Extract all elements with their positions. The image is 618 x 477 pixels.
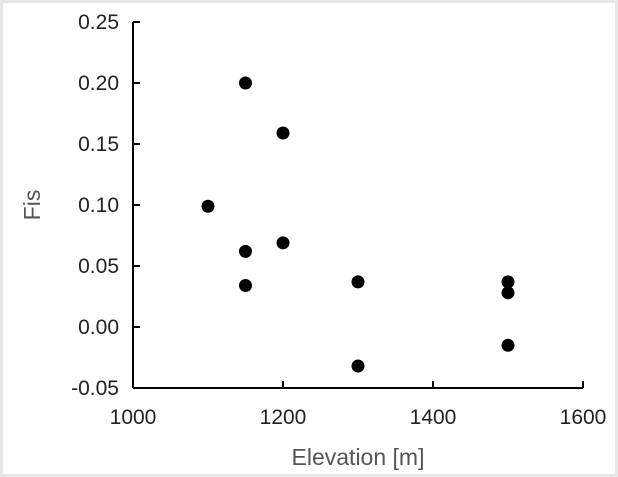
y-tick-label: 0.05 xyxy=(78,255,119,278)
axes xyxy=(132,22,583,389)
data-point xyxy=(501,275,515,289)
y-axis-title: Fis xyxy=(19,190,45,221)
y-tick-label: 0.25 xyxy=(78,11,119,34)
data-point xyxy=(501,338,515,352)
x-tick-label: 1200 xyxy=(260,406,307,429)
data-point xyxy=(351,359,365,373)
y-tick-label: -0.05 xyxy=(71,377,119,400)
y-tick-label: 0.10 xyxy=(78,194,119,217)
ticks: -0.05 0.00 0.05 0.10 0.15 0.20 0.25 1000 1200 140… xyxy=(71,11,606,429)
y-tick-label: 0.20 xyxy=(78,72,119,95)
data-point xyxy=(276,126,290,140)
x-tick-label: 1000 xyxy=(110,406,157,429)
x-axis-title: Elevation [m] xyxy=(292,444,425,470)
data-point xyxy=(351,275,365,289)
y-tick-label: 0.15 xyxy=(78,133,119,156)
scatter-chart: -0.05 0.00 0.05 0.10 0.15 0.20 0.25 1000 1200 140… xyxy=(19,11,606,470)
x-tick-label: 1400 xyxy=(410,406,457,429)
data-point xyxy=(501,286,515,300)
data-point xyxy=(201,199,215,213)
y-tick-label: 0.00 xyxy=(78,316,119,339)
data-point xyxy=(239,244,252,258)
data-point xyxy=(239,76,252,90)
data-points xyxy=(201,76,515,373)
data-point xyxy=(239,279,252,293)
x-tick-label: 1600 xyxy=(560,406,607,429)
data-point xyxy=(276,236,290,250)
